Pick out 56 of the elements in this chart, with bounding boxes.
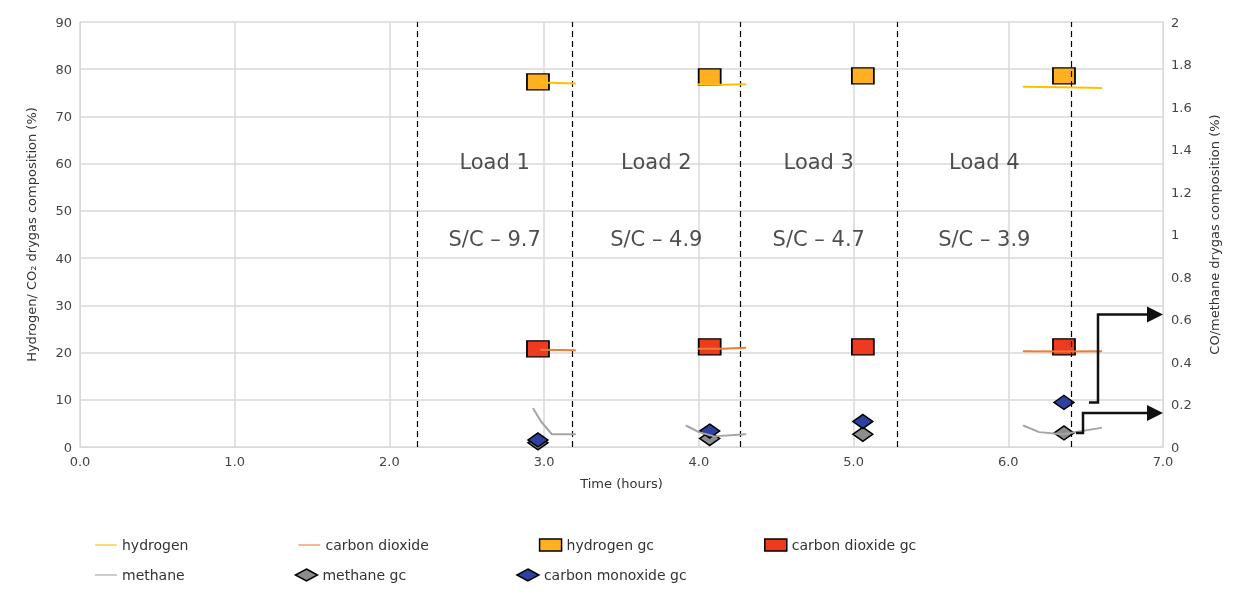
x-tick-label: 1.0 [224, 454, 246, 469]
x-tick-label: 2.0 [379, 454, 400, 469]
y2-tick-label: 0.4 [1171, 354, 1192, 370]
x-tick-label: 0.0 [69, 454, 91, 469]
x-tick-label: 4.0 [688, 454, 710, 469]
y-tick-label: 10 [55, 392, 72, 408]
y2-tick-label: 0 [1171, 439, 1180, 455]
y2-tick-label: 0.2 [1171, 397, 1192, 412]
y2-tick-label: 1.2 [1171, 184, 1192, 200]
y2-tick-label: 0.6 [1171, 312, 1192, 327]
y-tick-label: 30 [55, 297, 72, 313]
y-axis-title: Hydrogen/ CO₂ drygas composition (%) [24, 107, 39, 362]
point [1053, 394, 1075, 411]
point [1052, 67, 1076, 85]
annotation: S/C – 3.9 [938, 226, 1031, 251]
x-tick-label: 3.0 [533, 454, 555, 469]
point [852, 426, 874, 442]
y-tick-label: 50 [55, 203, 72, 219]
x-tick-label: 5.0 [843, 454, 864, 469]
legend-label: hydrogen gc [566, 537, 655, 553]
legend-label: hydrogen [122, 537, 189, 553]
annotation: Load 3 [783, 150, 854, 175]
y-tick-label: 60 [55, 156, 72, 172]
y-tick-label: 20 [55, 345, 72, 361]
legend-label: methane [122, 567, 185, 583]
y-tick-label: 0 [63, 439, 72, 455]
y2-tick-label: 1.6 [1171, 99, 1192, 115]
annotation: Load 1 [459, 150, 530, 175]
x-tick-label: 7.0 [1152, 454, 1174, 469]
x-tick-label: 6.0 [997, 454, 1019, 469]
y-tick-label: 40 [55, 250, 72, 266]
point [851, 67, 875, 85]
legend-label: carbon dioxide [325, 537, 429, 553]
y2-tick-label: 1 [1171, 227, 1180, 242]
y2-tick-label: 2 [1171, 14, 1180, 30]
y2-axis-title: CO/methane drygas composition (%) [1207, 114, 1222, 355]
y-tick-label: 70 [55, 108, 72, 124]
y-tick-label: 90 [55, 14, 72, 30]
y-tick-label: 80 [55, 61, 72, 77]
point [851, 338, 875, 356]
legend-label: carbon monoxide gc [543, 567, 687, 583]
point [526, 340, 550, 358]
legend-label: carbon dioxide gc [791, 537, 917, 553]
legend-label: methane gc [322, 567, 407, 583]
annotation: S/C – 4.7 [772, 226, 865, 251]
y2-tick-label: 1.4 [1171, 142, 1192, 157]
annotation: S/C – 9.7 [448, 226, 541, 251]
point [852, 413, 874, 430]
annotation: Load 2 [621, 150, 692, 175]
y2-tick-label: 1.8 [1171, 57, 1192, 72]
y2-tick-label: 0.8 [1171, 269, 1192, 285]
annotation: S/C – 4.9 [610, 226, 703, 251]
point [697, 68, 722, 86]
x-axis-title: Time (hours) [579, 476, 663, 491]
point [526, 73, 550, 91]
annotation: Load 4 [949, 150, 1020, 175]
